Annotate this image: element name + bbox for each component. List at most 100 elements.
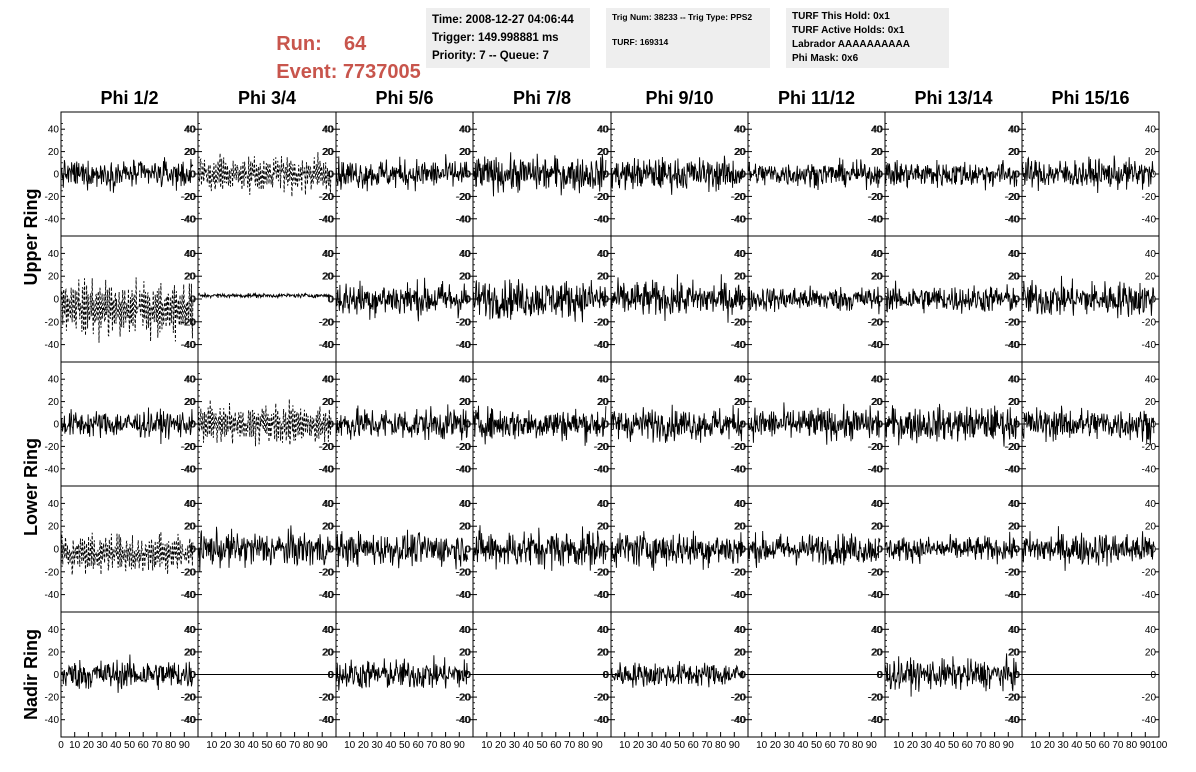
waveform-trace [197,291,332,300]
waveform-panel: -40 -40 -20 -20 0 0 20 20 40 40 [45,485,199,613]
ring-label: Lower Ring [21,438,41,536]
y-tick-label: -40 [731,340,746,351]
x-tick-label: 30 [1058,740,1070,751]
x-tick-label: 50 [674,740,686,751]
waveform-trace [60,277,194,343]
y-tick-label: -20 [456,442,471,453]
y-tick-label: -20 [869,317,884,328]
x-tick-label: 10 [756,740,768,751]
x-tick-label: 60 [413,740,425,751]
x-tick-label: 90 [592,740,604,751]
y-tick-label: 20 [460,522,472,533]
y-tick-label: -40 [456,464,471,475]
y-tick-label: 40 [1009,125,1021,136]
y-tick-label: 40 [598,125,610,136]
x-tick-label: 10 [69,740,81,751]
trig-info-box: Trig Num: 38233 -- Trig Type: PPS2 TURF:… [606,8,770,68]
y-tick-label: 40 [184,625,196,636]
x-tick-label: 50 [399,740,411,751]
y-tick-label: 20 [48,397,60,408]
y-tick-label: 0 [1013,670,1019,681]
waveform-trace [610,155,744,195]
y-tick-label: 20 [598,397,610,408]
waveform-panel: -40 -40 -20 -20 0 0 20 20 40 40 [595,485,749,613]
y-tick-label: 20 [734,397,746,408]
y-tick-label: 20 [871,147,883,158]
waveform-trace [747,530,881,568]
y-tick-label: 20 [185,147,197,158]
y-tick-label: -40 [320,214,335,225]
y-tick-label: -40 [45,340,60,351]
y-tick-label: 40 [460,249,472,260]
waveform-trace [335,277,469,322]
y-tick-label: 40 [597,375,609,386]
y-tick-label: -40 [1005,214,1020,225]
y-tick-label: 0 [189,420,195,431]
y-tick-label: -20 [869,567,884,578]
x-tick-label: 40 [797,740,809,751]
y-tick-label: -20 [732,442,747,453]
y-tick-label: -20 [319,693,334,704]
waveform-panel: -40 -40 -20 -20 0 0 20 20 40 40 [869,361,1023,487]
y-tick-label: -40 [45,214,60,225]
y-tick-label: 40 [871,625,883,636]
y-tick-label: 20 [323,522,335,533]
y-tick-label: -20 [1006,442,1021,453]
waveform-trace [747,402,881,445]
y-tick-label: -40 [731,715,746,726]
y-tick-label: -20 [731,317,746,328]
y-tick-label: -40 [319,464,334,475]
y-tick-label: -40 [181,214,196,225]
x-tick-label: 40 [1071,740,1083,751]
x-tick-label: 10 [206,740,218,751]
waveform-trace [472,405,607,446]
x-tick-label: 50 [261,740,273,751]
y-tick-label: 20 [871,522,883,533]
y-tick-label: 40 [185,625,197,636]
y-tick-label: 40 [871,375,883,386]
event-number: Event: 7737005 [254,38,421,107]
y-tick-label: 0 [465,295,471,306]
y-tick-label: 0 [465,420,471,431]
y-tick-label: 20 [871,272,883,283]
y-tick-label: 0 [740,420,746,431]
y-tick-label: 40 [735,125,747,136]
x-tick-label: 100 [1151,740,1168,751]
y-tick-label: 40 [1145,625,1157,636]
y-tick-label: -20 [457,693,472,704]
waveform-panel: -40 -40 -20 -20 0 0 20 20 40 40 [869,485,1023,613]
x-tick-label: 80 [1126,740,1138,751]
y-tick-label: -40 [182,715,197,726]
x-tick-label: 10 [1030,740,1042,751]
waveform-trace [610,661,744,688]
x-tick-label: 90 [317,740,329,751]
x-tick-label: 30 [647,740,659,751]
y-tick-label: 20 [1008,522,1020,533]
y-tick-label: -40 [595,590,610,601]
y-tick-label: -40 [456,340,471,351]
y-tick-label: -40 [45,715,60,726]
waveform-trace [197,525,332,572]
y-tick-label: 40 [597,625,609,636]
y-tick-label: -20 [182,693,197,704]
y-tick-label: -40 [732,590,747,601]
x-tick-label: 40 [385,740,397,751]
x-tick-label: 80 [852,740,864,751]
x-tick-label: 50 [124,740,136,751]
y-tick-label: 0 [328,170,334,181]
y-tick-label: 40 [48,125,60,136]
y-tick-label: 20 [734,272,746,283]
x-tick-label: 20 [1044,740,1056,751]
column-title: Phi 5/6 [375,88,433,108]
y-tick-label: 40 [1145,375,1157,386]
y-tick-label: 0 [53,295,59,306]
y-tick-label: -40 [320,590,335,601]
y-tick-label: 40 [1009,375,1021,386]
y-tick-label: 0 [1150,170,1156,181]
column-title: Phi 1/2 [100,88,158,108]
y-tick-label: 0 [190,295,196,306]
waveform-panel: -40 -40 -20 -20 0 0 20 20 40 40 [457,361,612,487]
